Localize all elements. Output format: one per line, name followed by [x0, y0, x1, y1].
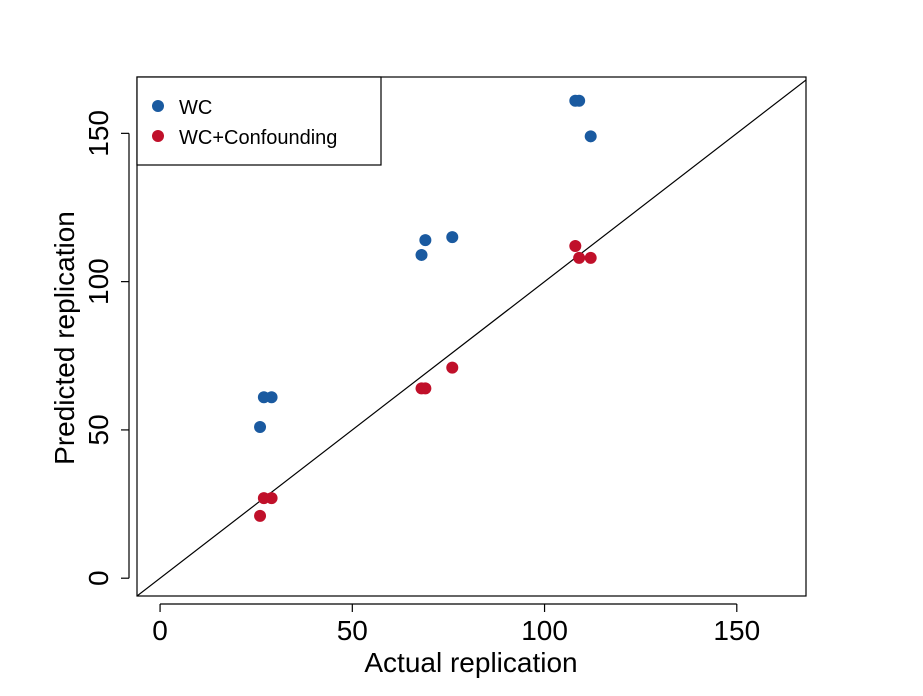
data-point-wc-confounding: [265, 492, 278, 505]
x-axis: 0 50 100 150: [152, 603, 760, 646]
legend-box: [136, 76, 382, 166]
data-point-wc: [254, 420, 267, 433]
legend-label-wc: WC: [179, 97, 212, 119]
data-point-wc-confounding: [573, 251, 586, 264]
legend-label-wc-confounding: WC+Confounding: [179, 127, 337, 149]
data-point-wc-confounding: [569, 240, 582, 253]
y-tick-label: 150: [83, 110, 114, 157]
legend-marker-wc-confounding: [152, 130, 164, 142]
data-point-wc-confounding: [254, 509, 267, 522]
y-axis: 0 50 100 150: [83, 110, 130, 586]
y-tick-label: 100: [83, 258, 114, 305]
data-point-wc-confounding: [419, 382, 432, 395]
data-point-wc: [415, 248, 428, 261]
x-tick-label: 150: [713, 615, 760, 646]
data-point-wc: [584, 130, 597, 143]
data-point-wc: [265, 391, 278, 404]
y-axis-title: Predicted replication: [49, 211, 80, 465]
plot-frame: [136, 76, 807, 597]
data-point-wc: [446, 231, 459, 244]
legend: WC WC+Confounding: [136, 76, 382, 166]
x-axis-title: Actual replication: [364, 647, 577, 678]
data-points: [254, 94, 597, 522]
y-tick-label: 50: [83, 414, 114, 445]
data-point-wc-confounding: [446, 361, 459, 374]
x-tick-label: 0: [152, 615, 168, 646]
data-point-wc-confounding: [584, 251, 597, 264]
data-point-wc: [419, 234, 432, 247]
identity-reference-line: [137, 79, 806, 596]
x-tick-label: 100: [521, 615, 568, 646]
y-tick-label: 0: [83, 570, 114, 586]
x-tick-label: 50: [337, 615, 368, 646]
data-point-wc: [573, 94, 586, 107]
legend-marker-wc: [152, 100, 164, 112]
